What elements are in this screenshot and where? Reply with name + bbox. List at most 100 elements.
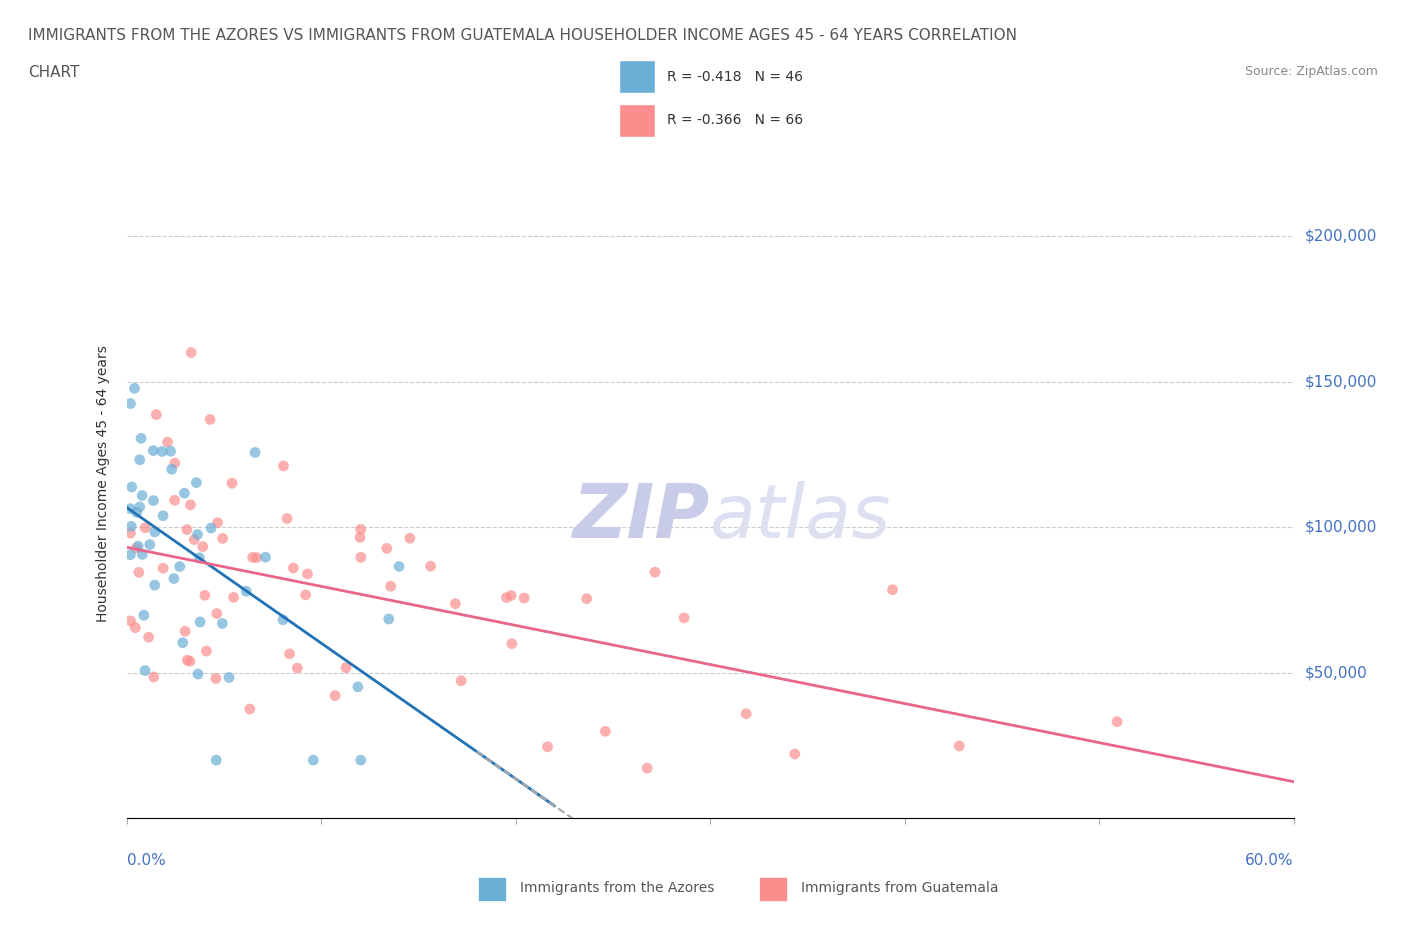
- Point: [211, 531, 233, 546]
- Point: [172, 635, 194, 650]
- Point: [783, 747, 806, 762]
- Point: [142, 444, 165, 458]
- Text: Immigrants from the Azores: Immigrants from the Azores: [520, 881, 714, 896]
- Point: [143, 578, 166, 592]
- Point: [735, 706, 758, 721]
- Point: [242, 550, 264, 565]
- Point: [347, 680, 370, 695]
- Text: 0.0%: 0.0%: [127, 853, 166, 868]
- Point: [125, 505, 148, 520]
- Point: [243, 445, 266, 460]
- Point: [131, 547, 153, 562]
- Point: [120, 525, 142, 540]
- Point: [132, 608, 155, 623]
- Point: [399, 531, 422, 546]
- Point: [273, 458, 295, 473]
- Point: [198, 412, 221, 427]
- Point: [127, 538, 149, 553]
- Point: [350, 550, 373, 565]
- FancyBboxPatch shape: [759, 877, 787, 901]
- Text: 60.0%: 60.0%: [1246, 853, 1294, 868]
- Point: [163, 571, 186, 586]
- Point: [188, 551, 211, 565]
- Point: [207, 515, 229, 530]
- Point: [194, 588, 217, 603]
- Point: [188, 615, 211, 630]
- Point: [124, 381, 146, 396]
- Point: [536, 739, 558, 754]
- Point: [179, 654, 201, 669]
- Point: [200, 521, 222, 536]
- Point: [150, 444, 173, 458]
- Point: [186, 475, 208, 490]
- Point: [245, 551, 267, 565]
- Point: [159, 444, 181, 458]
- Point: [139, 538, 162, 552]
- Point: [513, 591, 536, 605]
- Point: [285, 660, 308, 675]
- Point: [419, 559, 441, 574]
- Point: [350, 522, 373, 537]
- Point: [128, 565, 150, 579]
- Point: [169, 559, 191, 574]
- Point: [160, 461, 183, 476]
- Point: [187, 667, 209, 682]
- Point: [156, 434, 179, 449]
- Point: [163, 456, 186, 471]
- FancyBboxPatch shape: [478, 877, 506, 901]
- Point: [444, 596, 467, 611]
- Point: [152, 509, 174, 524]
- Point: [1107, 714, 1129, 729]
- Point: [120, 396, 142, 411]
- Point: [128, 499, 150, 514]
- Point: [673, 610, 696, 625]
- Point: [235, 584, 257, 599]
- Point: [179, 498, 201, 512]
- Point: [187, 527, 209, 542]
- Point: [636, 761, 658, 776]
- Y-axis label: Householder Income Ages 45 - 64 years: Householder Income Ages 45 - 64 years: [96, 345, 110, 622]
- Point: [143, 525, 166, 539]
- Point: [134, 521, 156, 536]
- Text: atlas: atlas: [710, 481, 891, 553]
- Point: [450, 673, 472, 688]
- Text: R = -0.366   N = 66: R = -0.366 N = 66: [666, 113, 803, 127]
- Point: [120, 501, 142, 516]
- FancyBboxPatch shape: [620, 104, 655, 137]
- Point: [195, 644, 218, 658]
- Point: [211, 616, 233, 631]
- Point: [120, 614, 142, 629]
- Point: [120, 519, 142, 534]
- Point: [323, 688, 346, 703]
- Point: [174, 624, 197, 639]
- Text: ZIP: ZIP: [572, 481, 710, 553]
- Text: $100,000: $100,000: [1305, 520, 1378, 535]
- Point: [278, 646, 301, 661]
- Point: [176, 653, 198, 668]
- Point: [128, 452, 150, 467]
- Point: [120, 547, 142, 562]
- Point: [297, 566, 319, 581]
- Point: [350, 752, 373, 767]
- Point: [163, 493, 186, 508]
- Text: $200,000: $200,000: [1305, 229, 1378, 244]
- Point: [145, 407, 167, 422]
- Point: [152, 561, 174, 576]
- Point: [283, 561, 305, 576]
- Point: [375, 541, 398, 556]
- Point: [142, 670, 165, 684]
- Point: [575, 591, 598, 606]
- Point: [294, 588, 316, 603]
- Point: [222, 590, 245, 604]
- Text: $50,000: $50,000: [1305, 665, 1368, 681]
- Point: [125, 540, 148, 555]
- Point: [191, 539, 214, 554]
- Point: [176, 522, 198, 537]
- Point: [221, 476, 243, 491]
- Point: [205, 752, 228, 767]
- Point: [218, 670, 240, 684]
- Point: [138, 630, 160, 644]
- Point: [335, 660, 357, 675]
- Point: [882, 582, 904, 597]
- Text: $150,000: $150,000: [1305, 374, 1378, 389]
